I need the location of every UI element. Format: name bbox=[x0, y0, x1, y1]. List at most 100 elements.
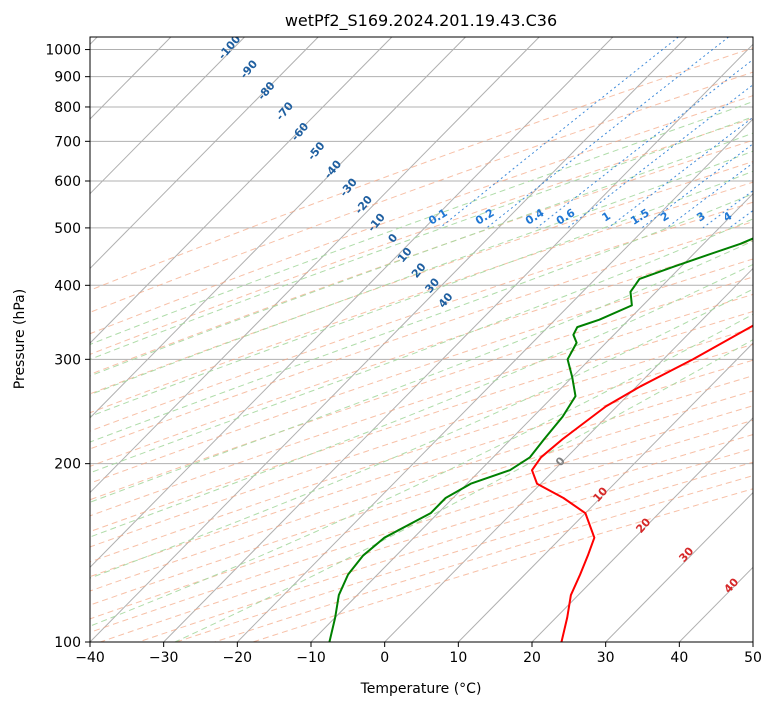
isotherm-gridline bbox=[90, 37, 466, 419]
mixing-ratio-line bbox=[567, 84, 753, 229]
dry-adiabat bbox=[90, 71, 753, 313]
mixing-ratio-label: 4 bbox=[721, 209, 735, 224]
isotherm-gridline bbox=[90, 37, 319, 270]
mixing-ratio-label: 0.4 bbox=[523, 206, 547, 228]
moist-adiabat bbox=[90, 132, 753, 377]
y-tick-label: 400 bbox=[54, 278, 81, 294]
dry-adiabat-label: -70 bbox=[273, 99, 296, 123]
dry-adiabat-label: -50 bbox=[305, 139, 328, 163]
mixing-ratio-line bbox=[486, 37, 729, 229]
y-tick-label: 500 bbox=[54, 221, 81, 237]
x-tick-label: −30 bbox=[149, 650, 179, 666]
dry-adiabat bbox=[90, 181, 753, 414]
moist-adiabat bbox=[90, 116, 753, 360]
dry-adiabat bbox=[90, 327, 753, 548]
dry-adiabat bbox=[90, 276, 753, 501]
x-axis-label: Temperature (°C) bbox=[360, 681, 482, 697]
y-tick-label: 800 bbox=[54, 100, 81, 116]
dry-adiabat bbox=[90, 359, 753, 578]
mixing-ratio-line bbox=[729, 209, 753, 229]
dry-adiabat bbox=[90, 95, 753, 335]
dry-adiabat bbox=[90, 201, 753, 432]
moist-adiabat-label: 0 bbox=[553, 454, 568, 469]
dry-adiabat-label: -80 bbox=[255, 79, 278, 103]
mixing-ratio-label: 0.1 bbox=[426, 206, 449, 227]
mixing-ratio-line bbox=[536, 58, 753, 229]
moist-adiabat bbox=[90, 101, 753, 345]
dry-adiabat bbox=[90, 390, 753, 606]
y-tick-label: 700 bbox=[54, 134, 81, 150]
x-tick-label: 50 bbox=[744, 650, 762, 666]
isotherm-gridline bbox=[531, 417, 753, 642]
y-axis-label: Pressure (hPa) bbox=[12, 289, 28, 389]
dry-adiabat-label: 40 bbox=[436, 290, 456, 310]
dry-adiabat bbox=[90, 240, 753, 467]
moist-adiabat bbox=[90, 288, 753, 579]
isotherm-gridline bbox=[90, 37, 393, 344]
x-tick-label: −10 bbox=[296, 650, 326, 666]
mixing-ratio-label: 2 bbox=[658, 209, 671, 224]
dry-adiabat bbox=[90, 161, 753, 395]
y-tick-label: 300 bbox=[54, 352, 81, 368]
y-tick-label: 600 bbox=[54, 174, 81, 190]
moist-adiabat-label: 40 bbox=[721, 575, 741, 595]
moist-adiabat bbox=[90, 240, 753, 503]
mixing-ratio-label: 6 bbox=[760, 209, 774, 224]
moist-adiabat-label: 30 bbox=[676, 544, 696, 564]
isotherm-gridline bbox=[384, 267, 753, 642]
dry-adiabat-label: -20 bbox=[352, 193, 375, 217]
x-tick-label: 0 bbox=[380, 650, 389, 666]
moist-adiabat bbox=[174, 339, 753, 642]
isotherm-gridline bbox=[457, 342, 753, 642]
dry-adiabat-label: -60 bbox=[289, 120, 312, 144]
dry-adiabat bbox=[90, 117, 753, 355]
y-tick-label: 900 bbox=[54, 70, 81, 86]
dry-adiabat bbox=[90, 343, 753, 563]
dry-adiabat-label: -40 bbox=[322, 157, 345, 181]
dry-adiabat bbox=[90, 258, 753, 484]
isotherm-gridline bbox=[163, 43, 753, 642]
y-axis: 1000 900 800 700 600 500 400 300 200 100 bbox=[45, 43, 90, 651]
moist-adiabat-label: 10 bbox=[590, 484, 610, 504]
dry-adiabat-label: -10 bbox=[365, 211, 388, 235]
isotherm-gridline bbox=[90, 37, 540, 494]
dry-adiabat bbox=[90, 419, 753, 633]
mixing-ratio-line bbox=[641, 143, 753, 229]
x-tick-label: 30 bbox=[597, 650, 615, 666]
dry-adiabat bbox=[100, 434, 753, 642]
mixing-ratio-line bbox=[768, 37, 775, 228]
x-tick-label: 10 bbox=[449, 650, 467, 666]
profiles bbox=[328, 237, 753, 642]
isotherm-gridline bbox=[605, 491, 753, 642]
isotherm-gridline bbox=[90, 37, 614, 568]
moist-adiabat bbox=[90, 193, 753, 443]
dry-adiabat bbox=[90, 221, 753, 450]
moist-adiabat bbox=[90, 218, 753, 474]
dry-adiabat bbox=[90, 139, 753, 375]
x-axis: −40 −30 −20 −10 0 10 20 30 40 50 bbox=[75, 642, 762, 666]
dry-adiabat-label: -90 bbox=[237, 57, 260, 81]
dry-adiabat bbox=[90, 375, 753, 592]
moist-adiabat bbox=[90, 170, 753, 417]
chart-title: wetPf2_S169.2024.201.19.43.C36 bbox=[285, 11, 557, 31]
mixing-ratio-line bbox=[666, 162, 753, 229]
plot-frame bbox=[89, 36, 754, 643]
y-tick-label: 200 bbox=[54, 457, 81, 473]
mixing-ratio-label: 3 bbox=[694, 209, 707, 224]
dry-adiabat-label: 20 bbox=[409, 260, 429, 280]
dry-adiabat bbox=[90, 293, 753, 517]
curve-labels: 0.10.20.40.611.52346810131620253036-100-… bbox=[216, 37, 774, 596]
mixing-ratio-label: 1 bbox=[600, 209, 613, 224]
isotherm-gridline bbox=[752, 641, 753, 642]
isotherm-gridline bbox=[90, 37, 245, 195]
y-tick-label: 1000 bbox=[45, 43, 81, 59]
isotherm-gridline bbox=[90, 37, 687, 642]
mixing-ratio-label: 0.6 bbox=[554, 206, 578, 228]
dry-adiabat bbox=[90, 47, 753, 291]
temperature-profile bbox=[530, 324, 753, 642]
isotherm-gridline bbox=[236, 118, 753, 642]
dry-adiabat-label: -30 bbox=[337, 175, 360, 199]
mixing-ratio-line bbox=[439, 37, 679, 229]
y-tick-label: 100 bbox=[54, 635, 81, 651]
